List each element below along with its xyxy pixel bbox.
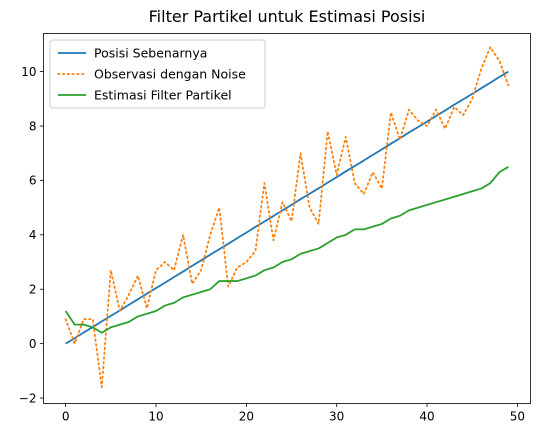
y-tick-label: 10 bbox=[21, 65, 36, 79]
x-tick-label: 30 bbox=[329, 410, 344, 424]
y-tick-label: 8 bbox=[29, 119, 37, 133]
y-tick-label: −2 bbox=[19, 391, 37, 405]
y-tick-label: 2 bbox=[29, 283, 37, 297]
x-tick-label: 10 bbox=[148, 410, 163, 424]
legend-label: Posisi Sebenarnya bbox=[94, 46, 207, 61]
legend: Posisi Sebenarnya Observasi dengan Noise E… bbox=[49, 39, 266, 109]
legend-label: Estimasi Filter Partikel bbox=[94, 88, 232, 103]
chart-title: Filter Partikel untuk Estimasi Posisi bbox=[149, 7, 426, 26]
y-tick-label: 0 bbox=[29, 337, 37, 351]
plot-frame bbox=[43, 33, 531, 404]
series-line-3 bbox=[64, 166, 509, 334]
x-tick-label: 20 bbox=[239, 410, 254, 424]
x-tick-label: 0 bbox=[62, 410, 70, 424]
series-line-1 bbox=[65, 70, 509, 345]
legend-box bbox=[49, 39, 266, 109]
y-tick-label: 4 bbox=[29, 228, 37, 242]
x-tick-label: 40 bbox=[419, 410, 434, 424]
legend-label: Observasi dengan Noise bbox=[94, 67, 246, 82]
y-tick-label: 6 bbox=[29, 174, 37, 188]
x-tick-label: 50 bbox=[510, 410, 525, 424]
